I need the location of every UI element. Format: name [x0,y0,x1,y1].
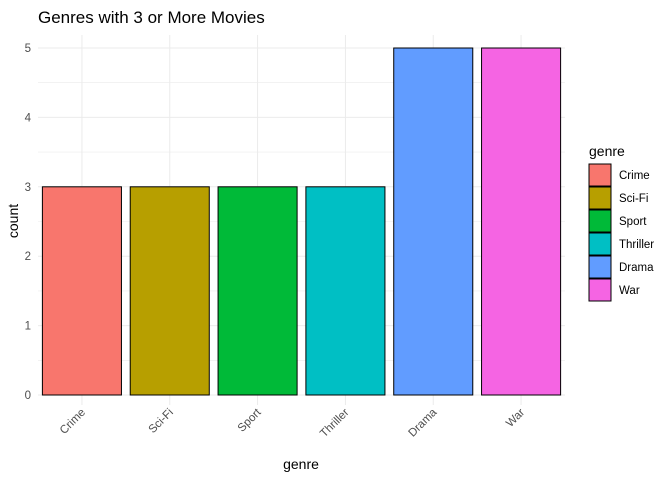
legend-swatch [588,278,612,302]
x-tick-labels: Crime Sci-Fi Sport Thriller Drama War [58,406,527,440]
legend-swatch [588,255,612,279]
legend-swatch [588,232,612,256]
y-tick-label: 5 [25,43,31,55]
y-tick-label: 0 [25,390,31,402]
legend-label: Crime [619,170,650,182]
bar-drama [393,47,474,396]
legend-label: Thriller [619,239,654,251]
x-tick-label: Sport [236,406,264,434]
x-tick-label: War [504,407,527,430]
bars [41,47,562,396]
legend-swatch [588,163,612,187]
legend-label: Sport [619,216,647,228]
y-tick-label: 2 [25,251,31,263]
bar-crime [41,186,122,396]
legend-swatch [588,186,612,210]
y-tick-label: 4 [25,112,32,124]
x-tick-label: Drama [406,406,439,439]
x-tick-label: Sci-Fi [147,407,176,436]
y-tick-labels: 0 1 2 3 4 5 [25,43,32,402]
bar-sport [217,186,298,396]
y-tick-label: 1 [25,321,31,333]
bar-thriller [305,186,386,396]
legend-title: genre [589,143,625,159]
legend-swatch [588,209,612,233]
bar-war [481,47,562,396]
legend-label: War [619,285,640,297]
legend: genre Crime Sci-Fi Sport Thriller Drama War [588,143,654,302]
x-axis-title: genre [283,456,319,472]
bar-sci-fi [129,186,210,396]
y-axis-title: count [5,204,21,238]
x-tick-label: Crime [58,407,88,437]
chart-title: Genres with 3 or More Movies [38,8,265,27]
x-tick-label: Thriller [318,407,351,440]
y-tick-label: 3 [25,182,31,194]
legend-label: Sci-Fi [619,193,648,205]
legend-label: Drama [619,262,654,274]
